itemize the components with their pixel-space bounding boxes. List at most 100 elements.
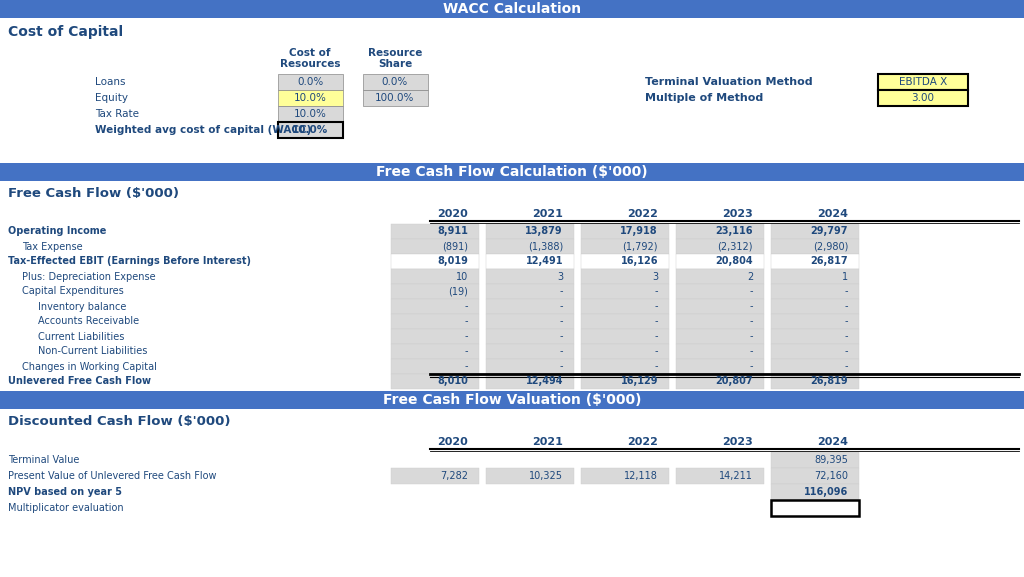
Text: 14,211: 14,211 xyxy=(719,471,753,481)
Text: 29,797: 29,797 xyxy=(811,227,848,237)
Text: Terminal Valuation Method: Terminal Valuation Method xyxy=(645,77,813,87)
Bar xyxy=(0,18,1024,163)
Text: 116,096: 116,096 xyxy=(804,487,848,497)
Text: Operating Income: Operating Income xyxy=(8,227,106,237)
Text: 2021: 2021 xyxy=(532,437,563,447)
Text: -: - xyxy=(750,362,753,372)
Bar xyxy=(771,484,859,500)
Bar xyxy=(391,329,479,344)
Text: Plus: Depreciation Expense: Plus: Depreciation Expense xyxy=(22,272,156,282)
Text: NPV based on year 5: NPV based on year 5 xyxy=(8,487,122,497)
Bar xyxy=(771,359,859,374)
Bar xyxy=(581,284,669,299)
Bar xyxy=(391,359,479,374)
Bar xyxy=(771,452,859,468)
Bar xyxy=(771,254,859,269)
Text: 2021: 2021 xyxy=(532,209,563,219)
Text: -: - xyxy=(750,317,753,327)
Text: Free Cash Flow Valuation ($'000): Free Cash Flow Valuation ($'000) xyxy=(383,393,641,407)
Text: -: - xyxy=(750,287,753,297)
Bar xyxy=(676,359,764,374)
Bar xyxy=(486,299,574,314)
Text: Cost of: Cost of xyxy=(289,48,331,58)
Text: 0.0%: 0.0% xyxy=(382,77,409,87)
Text: -: - xyxy=(559,317,563,327)
Text: 8,010: 8,010 xyxy=(437,377,468,387)
Bar xyxy=(391,224,479,239)
Bar xyxy=(878,90,968,106)
Text: 10.0%: 10.0% xyxy=(294,93,327,103)
Text: Share: Share xyxy=(378,59,412,69)
Text: Capital Expenditures: Capital Expenditures xyxy=(22,287,124,297)
Bar xyxy=(391,299,479,314)
Bar xyxy=(771,500,859,516)
Bar xyxy=(0,163,1024,181)
Text: 2024: 2024 xyxy=(817,437,848,447)
Text: -: - xyxy=(559,347,563,357)
Bar xyxy=(581,254,669,269)
Bar xyxy=(676,299,764,314)
Text: 12,494: 12,494 xyxy=(525,377,563,387)
Text: 7,282: 7,282 xyxy=(440,471,468,481)
Text: 8,019: 8,019 xyxy=(437,257,468,267)
Text: 2022: 2022 xyxy=(627,437,658,447)
Bar xyxy=(278,74,342,90)
Text: 2: 2 xyxy=(746,272,753,282)
Text: -: - xyxy=(750,347,753,357)
Bar xyxy=(771,468,859,484)
Text: 3: 3 xyxy=(652,272,658,282)
Bar xyxy=(676,329,764,344)
Text: Current Liabilities: Current Liabilities xyxy=(38,332,124,342)
Bar xyxy=(771,269,859,284)
Text: 26,817: 26,817 xyxy=(810,257,848,267)
Bar xyxy=(0,0,1024,18)
Text: (2,980): (2,980) xyxy=(813,242,848,252)
Bar xyxy=(278,122,342,138)
Text: -: - xyxy=(559,332,563,342)
Bar xyxy=(581,329,669,344)
Text: 10: 10 xyxy=(456,272,468,282)
Bar xyxy=(581,239,669,254)
Bar xyxy=(771,284,859,299)
Text: 17,918: 17,918 xyxy=(621,227,658,237)
Bar xyxy=(362,74,427,90)
Text: 8,911: 8,911 xyxy=(437,227,468,237)
Text: Cost of Capital: Cost of Capital xyxy=(8,25,123,39)
Bar xyxy=(581,269,669,284)
Bar xyxy=(676,239,764,254)
Text: -: - xyxy=(845,287,848,297)
Text: 2024: 2024 xyxy=(817,209,848,219)
Text: Weighted avg cost of capital (WACC): Weighted avg cost of capital (WACC) xyxy=(95,125,311,135)
Text: Non-Current Liabilities: Non-Current Liabilities xyxy=(38,347,147,357)
Text: -: - xyxy=(845,332,848,342)
Text: 10.0%: 10.0% xyxy=(292,125,328,135)
Text: 10,325: 10,325 xyxy=(529,471,563,481)
Bar xyxy=(391,254,479,269)
Text: Tax Expense: Tax Expense xyxy=(22,242,83,252)
Text: 1: 1 xyxy=(842,272,848,282)
Text: Unlevered Free Cash Flow: Unlevered Free Cash Flow xyxy=(8,377,151,387)
Bar xyxy=(771,314,859,329)
Text: -: - xyxy=(465,317,468,327)
Text: -: - xyxy=(559,302,563,312)
Text: Inventory balance: Inventory balance xyxy=(38,302,126,312)
Bar xyxy=(391,344,479,359)
Bar xyxy=(676,224,764,239)
Text: 2020: 2020 xyxy=(437,437,468,447)
Text: -: - xyxy=(654,332,658,342)
Bar xyxy=(581,224,669,239)
Bar xyxy=(878,74,968,90)
Text: 12,491: 12,491 xyxy=(525,257,563,267)
Text: Free Cash Flow ($'000): Free Cash Flow ($'000) xyxy=(8,186,179,200)
Text: Discounted Cash Flow ($'000): Discounted Cash Flow ($'000) xyxy=(8,414,230,428)
Bar xyxy=(581,344,669,359)
Bar xyxy=(771,329,859,344)
Bar xyxy=(676,468,764,484)
Text: Equity: Equity xyxy=(95,93,128,103)
Text: Loans: Loans xyxy=(95,77,126,87)
Bar xyxy=(581,374,669,389)
Text: 2022: 2022 xyxy=(627,209,658,219)
Text: 23,116: 23,116 xyxy=(716,227,753,237)
Bar xyxy=(391,239,479,254)
Bar xyxy=(486,269,574,284)
